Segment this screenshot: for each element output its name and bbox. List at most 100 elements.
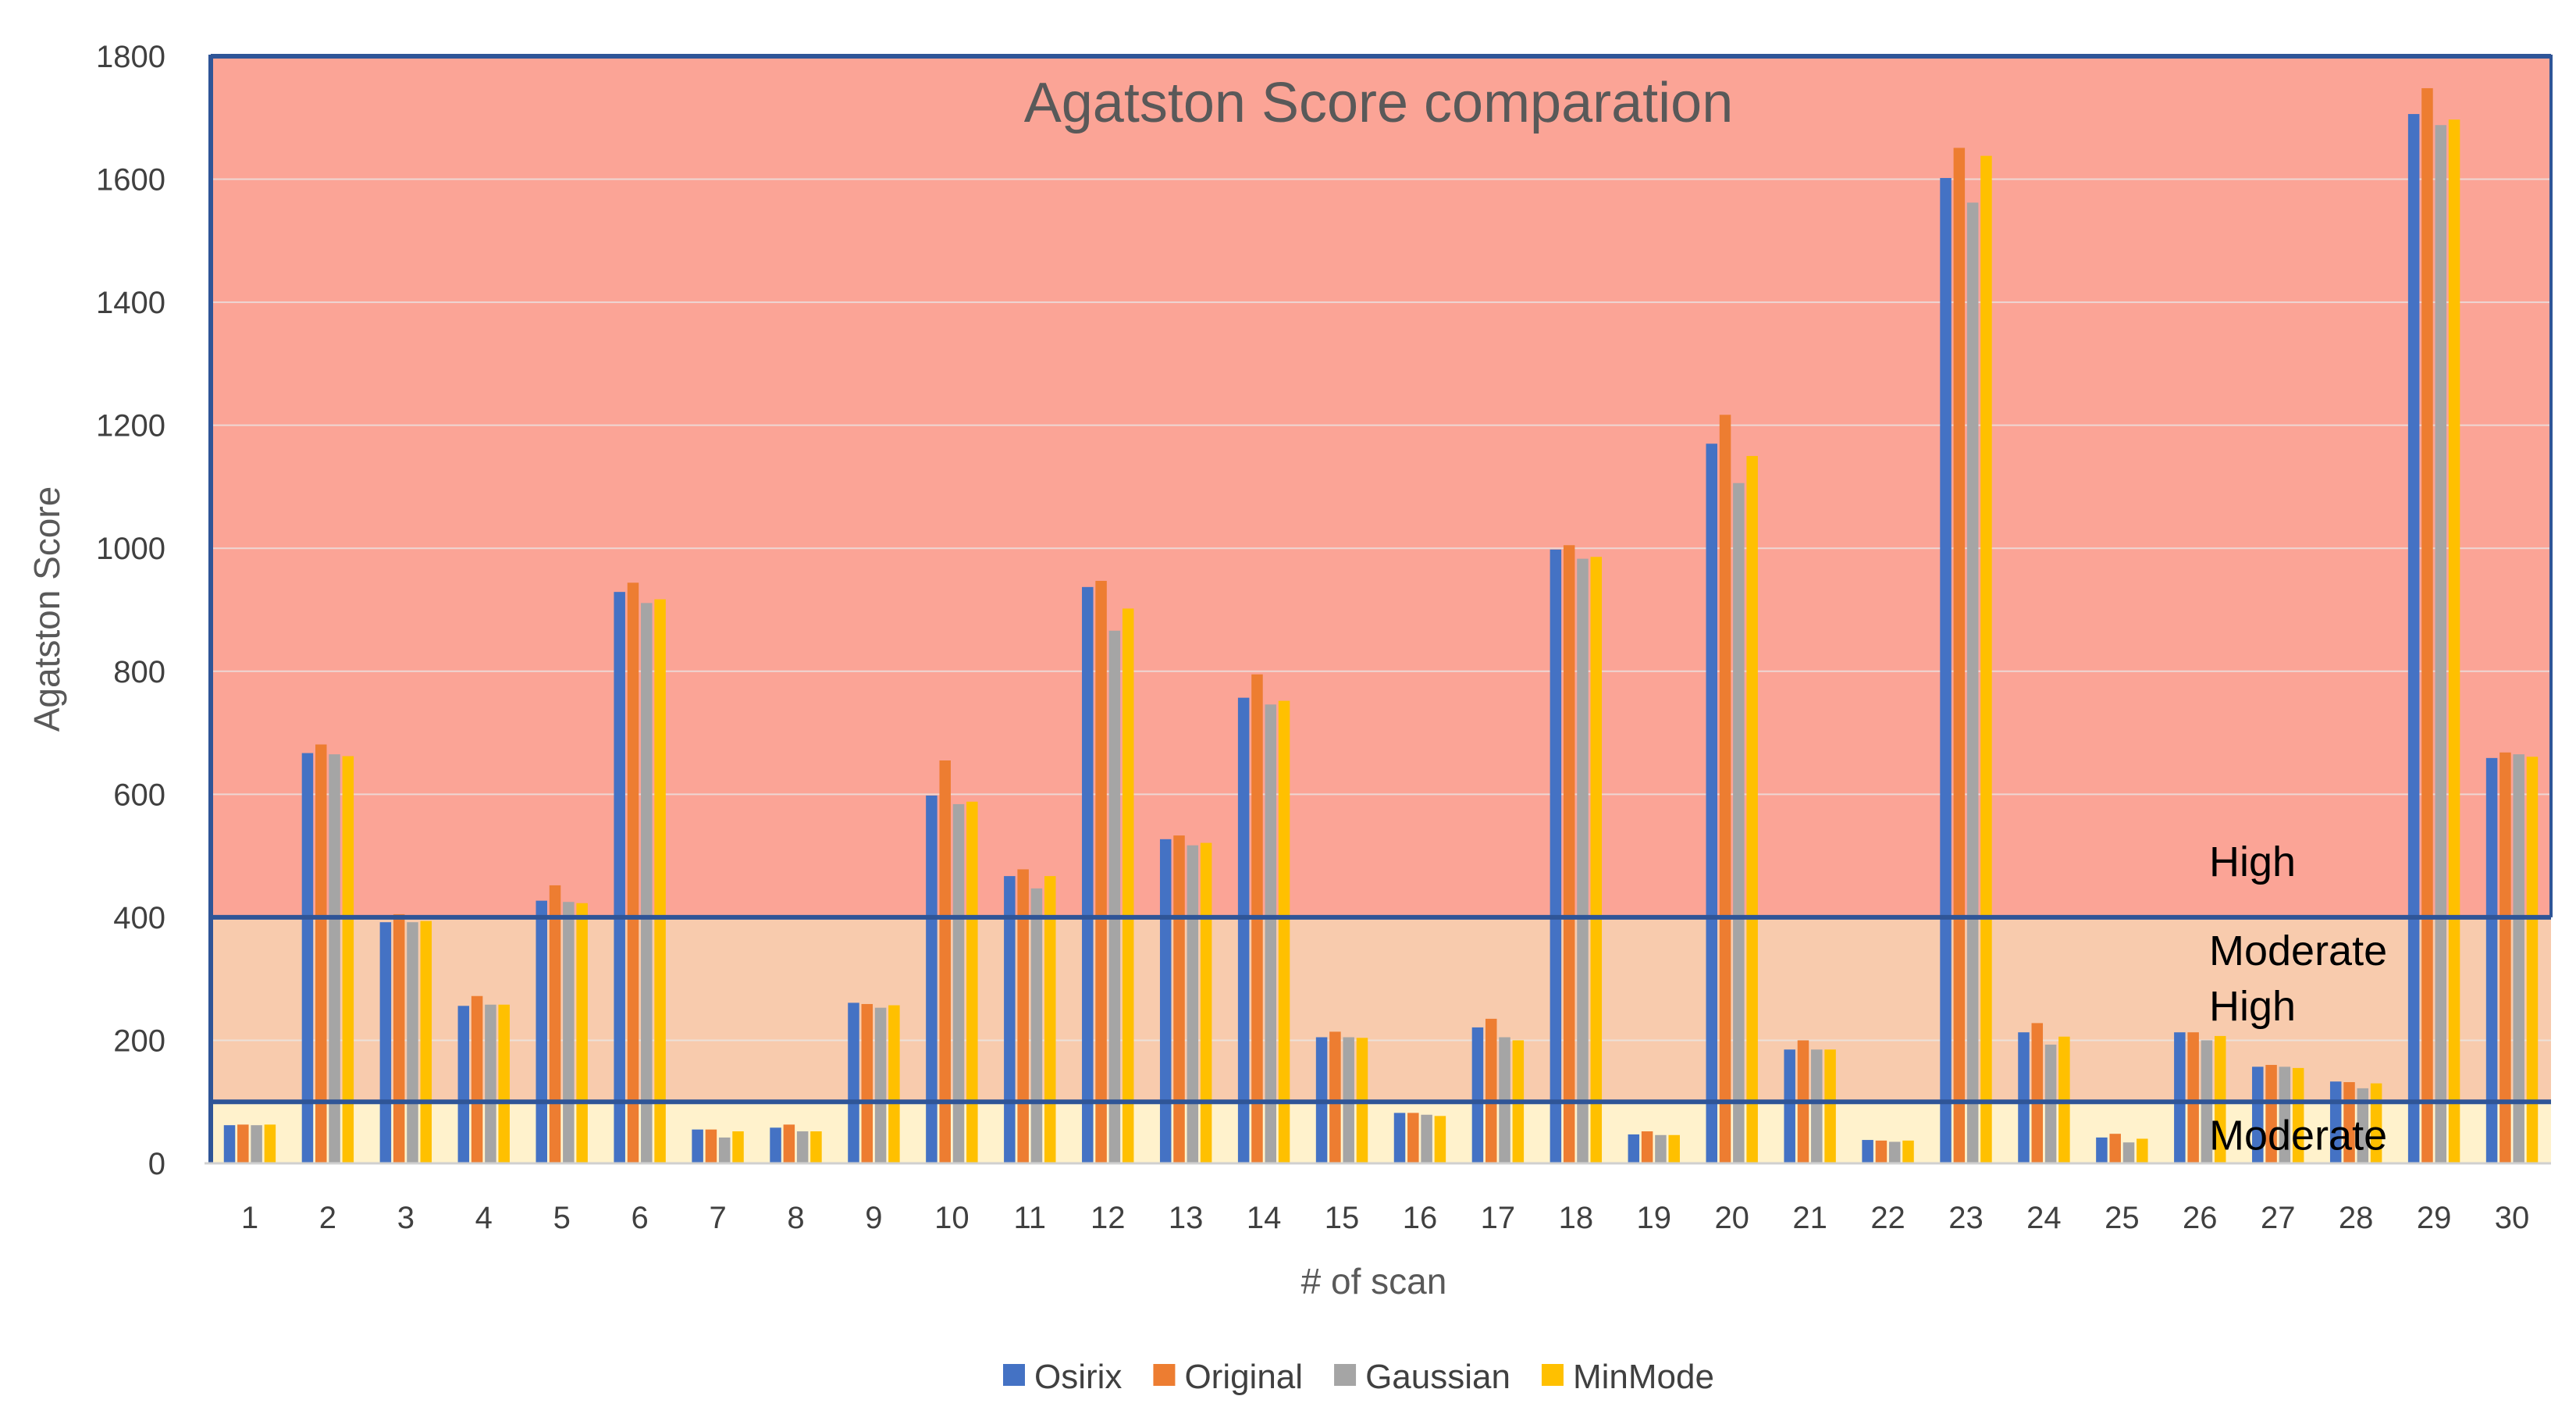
bar-gaussian-23 bbox=[1966, 202, 1979, 1164]
bar-osirix-22 bbox=[1862, 1140, 1873, 1163]
bar-minmode-7 bbox=[732, 1131, 744, 1163]
bar-osirix-14 bbox=[1237, 697, 1250, 1163]
bar-osirix-1 bbox=[223, 1125, 236, 1163]
bar-minmode-23 bbox=[1980, 155, 1992, 1163]
bar-osirix-9 bbox=[848, 1002, 859, 1163]
bar-osirix-8 bbox=[770, 1127, 781, 1163]
legend-label-original: Original bbox=[1184, 1358, 1303, 1396]
bar-gaussian-18 bbox=[1577, 558, 1589, 1163]
legend-label-minmode: MinMode bbox=[1573, 1358, 1714, 1396]
y-tick-label-800: 800 bbox=[113, 655, 165, 689]
bar-gaussian-3 bbox=[407, 922, 418, 1163]
x-tick-label-23: 23 bbox=[1948, 1201, 1984, 1235]
x-tick-label-27: 27 bbox=[2261, 1201, 2296, 1235]
y-tick-label-600: 600 bbox=[113, 778, 165, 812]
x-tick-label-25: 25 bbox=[2105, 1201, 2140, 1235]
x-tick-label-2: 2 bbox=[319, 1201, 336, 1235]
bar-minmode-22 bbox=[1902, 1140, 1914, 1163]
bar-minmode-10 bbox=[966, 801, 978, 1163]
x-tick-label-29: 29 bbox=[2417, 1201, 2452, 1235]
bar-original-1 bbox=[237, 1124, 249, 1163]
bar-gaussian-21 bbox=[1811, 1049, 1823, 1163]
x-tick-label-21: 21 bbox=[1792, 1201, 1827, 1235]
x-tick-label-24: 24 bbox=[2026, 1201, 2062, 1235]
x-tick-label-10: 10 bbox=[934, 1201, 970, 1235]
bar-original-4 bbox=[471, 995, 483, 1163]
bar-osirix-29 bbox=[2407, 114, 2420, 1163]
bar-minmode-16 bbox=[1434, 1116, 1446, 1163]
bar-original-22 bbox=[1875, 1140, 1888, 1163]
bar-osirix-30 bbox=[2485, 757, 2498, 1163]
bar-minmode-9 bbox=[888, 1005, 900, 1163]
bar-gaussian-6 bbox=[641, 603, 653, 1163]
bar-original-2 bbox=[315, 744, 327, 1163]
legend: Osirix Original Gaussian MinMode bbox=[1003, 1358, 1714, 1396]
bar-osirix-18 bbox=[1550, 549, 1562, 1163]
bar-original-11 bbox=[1017, 869, 1029, 1163]
x-tick-label-20: 20 bbox=[1714, 1201, 1749, 1235]
bar-minmode-1 bbox=[264, 1124, 276, 1163]
bar-minmode-2 bbox=[342, 756, 354, 1163]
x-tick-label-12: 12 bbox=[1091, 1201, 1126, 1235]
risk-bands bbox=[211, 56, 2551, 1163]
bar-original-24 bbox=[2031, 1023, 2044, 1163]
x-tick-label-22: 22 bbox=[1870, 1201, 1905, 1235]
band-labels: High Moderate High Moderate bbox=[2209, 839, 2387, 1159]
bar-osirix-12 bbox=[1082, 586, 1094, 1163]
risk-band-1 bbox=[211, 917, 2551, 1102]
bar-original-23 bbox=[1953, 148, 1966, 1163]
x-tick-label-1: 1 bbox=[241, 1201, 258, 1235]
bar-minmode-29 bbox=[2448, 119, 2460, 1163]
bar-original-8 bbox=[783, 1124, 795, 1163]
risk-band-0 bbox=[211, 1102, 2551, 1163]
bar-gaussian-28 bbox=[2357, 1088, 2369, 1163]
bar-gaussian-25 bbox=[2122, 1142, 2135, 1163]
bar-original-12 bbox=[1095, 580, 1107, 1163]
bar-original-13 bbox=[1173, 835, 1185, 1163]
bar-gaussian-19 bbox=[1655, 1134, 1667, 1163]
bar-original-19 bbox=[1641, 1131, 1653, 1163]
bar-minmode-30 bbox=[2526, 757, 2539, 1163]
bar-original-17 bbox=[1485, 1018, 1497, 1163]
bar-osirix-4 bbox=[457, 1006, 470, 1163]
bar-original-29 bbox=[2421, 87, 2433, 1163]
bar-osirix-11 bbox=[1004, 876, 1016, 1163]
x-axis-title: # of scan bbox=[1301, 1261, 1447, 1302]
bar-original-3 bbox=[393, 913, 405, 1163]
bar-minmode-8 bbox=[810, 1131, 822, 1163]
bar-osirix-17 bbox=[1471, 1027, 1484, 1163]
bar-osirix-20 bbox=[1706, 443, 1717, 1163]
bar-original-30 bbox=[2500, 752, 2511, 1163]
bar-minmode-13 bbox=[1200, 842, 1212, 1163]
y-tick-label-400: 400 bbox=[113, 901, 165, 935]
x-tick-label-26: 26 bbox=[2183, 1201, 2218, 1235]
bar-gaussian-5 bbox=[563, 902, 575, 1163]
bar-minmode-27 bbox=[2292, 1067, 2304, 1163]
bar-gaussian-2 bbox=[329, 754, 340, 1163]
bar-gaussian-9 bbox=[874, 1007, 887, 1163]
x-tick-label-19: 19 bbox=[1637, 1201, 1672, 1235]
bar-gaussian-14 bbox=[1265, 704, 1276, 1163]
bar-osirix-7 bbox=[692, 1129, 703, 1163]
bar-osirix-13 bbox=[1159, 839, 1172, 1163]
bar-original-16 bbox=[1407, 1113, 1419, 1163]
bar-gaussian-4 bbox=[485, 1004, 496, 1163]
bar-gaussian-20 bbox=[1733, 483, 1745, 1163]
x-tick-label-7: 7 bbox=[709, 1201, 726, 1235]
bar-osirix-2 bbox=[301, 753, 314, 1163]
bar-gaussian-16 bbox=[1421, 1114, 1432, 1163]
bar-original-9 bbox=[861, 1003, 873, 1163]
bar-original-10 bbox=[939, 760, 951, 1163]
x-tick-label-30: 30 bbox=[2495, 1201, 2530, 1235]
bar-gaussian-1 bbox=[251, 1125, 262, 1163]
y-tick-label-200: 200 bbox=[113, 1024, 165, 1058]
legend-swatch-osirix bbox=[1003, 1364, 1025, 1386]
legend-swatch-minmode bbox=[1541, 1364, 1564, 1386]
bar-minmode-19 bbox=[1668, 1134, 1680, 1163]
bar-osirix-19 bbox=[1628, 1134, 1640, 1163]
legend-label-osirix: Osirix bbox=[1034, 1358, 1122, 1396]
bar-gaussian-30 bbox=[2513, 754, 2524, 1163]
legend-label-gaussian: Gaussian bbox=[1365, 1358, 1510, 1396]
